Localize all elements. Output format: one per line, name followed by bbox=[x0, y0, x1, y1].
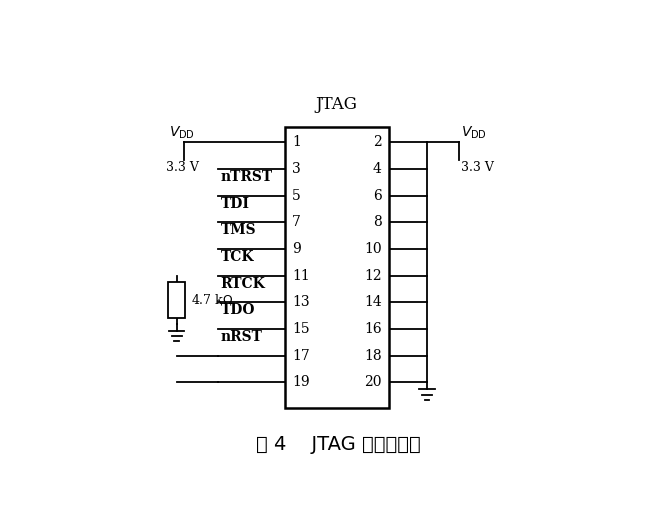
Text: 18: 18 bbox=[364, 349, 381, 363]
Text: $V_{\mathsf{DD}}$: $V_{\mathsf{DD}}$ bbox=[169, 125, 195, 141]
Text: 20: 20 bbox=[364, 375, 381, 389]
Text: 14: 14 bbox=[364, 295, 381, 309]
Text: 15: 15 bbox=[292, 322, 309, 336]
Text: 19: 19 bbox=[292, 375, 309, 389]
Bar bbox=[285, 127, 389, 407]
Text: 10: 10 bbox=[364, 242, 381, 256]
Text: 3.3 V: 3.3 V bbox=[166, 162, 199, 175]
Text: 3.3 V: 3.3 V bbox=[461, 162, 494, 175]
Text: 6: 6 bbox=[373, 189, 381, 203]
Text: 图 4    JTAG 电路原理图: 图 4 JTAG 电路原理图 bbox=[256, 435, 421, 454]
Text: TDI: TDI bbox=[220, 197, 249, 210]
Text: nRST: nRST bbox=[220, 330, 262, 344]
Text: 12: 12 bbox=[364, 268, 381, 282]
Text: TDO: TDO bbox=[220, 303, 255, 317]
Text: JTAG: JTAG bbox=[316, 96, 358, 113]
Text: 1: 1 bbox=[292, 135, 301, 149]
Text: TCK: TCK bbox=[220, 250, 254, 264]
Bar bbox=[169, 281, 185, 318]
Text: 4: 4 bbox=[373, 162, 381, 176]
Text: $V_{\mathsf{DD}}$: $V_{\mathsf{DD}}$ bbox=[461, 125, 487, 141]
Text: nTRST: nTRST bbox=[220, 170, 272, 184]
Text: 13: 13 bbox=[292, 295, 309, 309]
Text: 4.7 k$\Omega$: 4.7 k$\Omega$ bbox=[191, 293, 234, 307]
Text: 16: 16 bbox=[364, 322, 381, 336]
Text: 2: 2 bbox=[373, 135, 381, 149]
Text: 17: 17 bbox=[292, 349, 309, 363]
Text: RTCK: RTCK bbox=[220, 277, 265, 291]
Text: 5: 5 bbox=[292, 189, 301, 203]
Text: 8: 8 bbox=[373, 215, 381, 229]
Text: 3: 3 bbox=[292, 162, 301, 176]
Text: 11: 11 bbox=[292, 268, 309, 282]
Text: TMS: TMS bbox=[220, 224, 256, 238]
Text: 9: 9 bbox=[292, 242, 301, 256]
Text: 7: 7 bbox=[292, 215, 301, 229]
